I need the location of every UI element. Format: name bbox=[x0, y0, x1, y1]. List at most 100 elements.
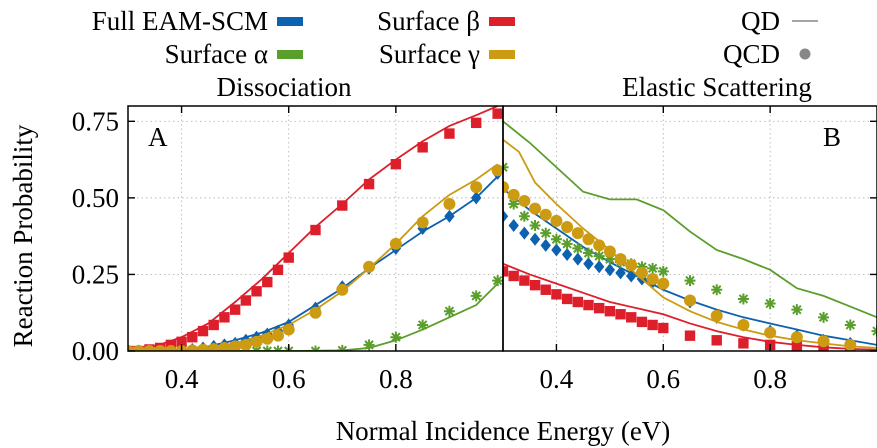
qcd-point-1-full-eam-scm-12 bbox=[626, 269, 637, 283]
qcd-point-1-surface-beta-7 bbox=[572, 296, 583, 308]
panel-label-a: A bbox=[148, 122, 168, 152]
y-tick-label-0: 0.00 bbox=[72, 336, 119, 366]
qcd-point-1-surface-gamma-4 bbox=[539, 208, 552, 221]
qcd-point-1-surface-beta-1 bbox=[508, 270, 519, 282]
qcd-point-1-surface-gamma-0 bbox=[503, 181, 509, 194]
panel-title-dissociation: Dissociation bbox=[217, 72, 352, 102]
qcd-point-0-surface-beta-8 bbox=[208, 319, 219, 331]
qcd-point-1-surface-gamma-8 bbox=[582, 233, 595, 246]
qcd-point-0-surface-alpha-23 bbox=[492, 275, 503, 287]
qcd-point-1-surface-beta-17 bbox=[711, 335, 722, 346]
qcd-point-1-surface-beta-14 bbox=[647, 319, 658, 331]
qcd-point-0-surface-beta-20 bbox=[417, 142, 428, 153]
qcd-point-0-surface-beta-18 bbox=[363, 178, 375, 190]
qcd-point-1-surface-alpha-20 bbox=[791, 304, 803, 316]
qcd-point-1-surface-alpha-14 bbox=[647, 262, 659, 274]
x-tick-label-1-0.4: 0.4 bbox=[540, 364, 574, 394]
legend-symbol-surface-alpha bbox=[277, 50, 303, 59]
y-tick-label-2: 0.50 bbox=[72, 183, 119, 213]
qcd-point-0-surface-gamma-1 bbox=[132, 345, 145, 351]
qcd-point-1-surface-beta-5 bbox=[551, 289, 562, 300]
legend-symbol-qcd bbox=[799, 48, 811, 60]
legend: Full EAM-SCM Surface α Surface β Surface… bbox=[92, 6, 818, 69]
qcd-point-0-surface-beta-17 bbox=[337, 200, 348, 211]
qcd-point-1-surface-alpha-18 bbox=[737, 293, 749, 305]
qcd-point-1-full-eam-scm-4 bbox=[540, 238, 551, 252]
series-layer bbox=[128, 106, 877, 351]
qcd-point-0-surface-gamma-18 bbox=[363, 260, 376, 273]
qcd-point-0-surface-beta-23 bbox=[492, 108, 503, 119]
qcd-point-1-surface-beta-2 bbox=[519, 275, 530, 286]
legend-label-full-eam-scm: Full EAM-SCM bbox=[92, 6, 268, 36]
qcd-point-0-surface-beta-13 bbox=[262, 276, 273, 288]
qcd-point-1-surface-alpha-3 bbox=[529, 219, 541, 231]
x-tick-label-0-0.8: 0.8 bbox=[379, 364, 413, 394]
qcd-point-1-surface-alpha-2 bbox=[518, 210, 530, 222]
qcd-point-0-surface-beta-9 bbox=[219, 312, 230, 323]
qcd-point-1-surface-gamma-9 bbox=[593, 239, 606, 252]
qcd-point-1-surface-alpha-22 bbox=[844, 319, 856, 331]
qcd-point-1-surface-gamma-5 bbox=[550, 214, 563, 227]
qcd-point-1-full-eam-scm-6 bbox=[561, 248, 573, 262]
qcd-point-1-surface-alpha-1 bbox=[508, 198, 520, 210]
qcd-point-1-surface-gamma-15 bbox=[657, 277, 670, 290]
qcd-point-1-surface-alpha-19 bbox=[764, 298, 776, 310]
qd-line-0-surface-alpha bbox=[128, 282, 499, 351]
qcd-point-0-surface-gamma-9 bbox=[218, 341, 231, 351]
qcd-point-0-surface-gamma-6 bbox=[186, 344, 199, 351]
qcd-point-1-surface-alpha-5 bbox=[550, 233, 562, 245]
qcd-point-0-surface-beta-11 bbox=[240, 295, 252, 306]
qcd-point-0-surface-gamma-23 bbox=[491, 164, 503, 177]
qcd-point-1-surface-beta-10 bbox=[604, 305, 616, 317]
qcd-point-0-surface-gamma-7 bbox=[197, 343, 209, 351]
legend-symbol-surface-gamma bbox=[489, 50, 515, 59]
qcd-point-1-surface-beta-6 bbox=[561, 293, 573, 305]
qcd-point-0-surface-beta-22 bbox=[471, 117, 482, 129]
qd-line-0-surface-gamma bbox=[128, 163, 499, 351]
qcd-point-1-surface-alpha-16 bbox=[684, 275, 696, 287]
qcd-point-0-surface-gamma-22 bbox=[470, 181, 483, 194]
legend-label-surface-alpha: Surface α bbox=[165, 39, 268, 69]
qcd-point-1-surface-gamma-6 bbox=[561, 220, 574, 233]
qcd-point-0-surface-gamma-11 bbox=[239, 338, 252, 351]
qcd-point-0-surface-beta-19 bbox=[390, 158, 402, 170]
qcd-point-1-surface-gamma-16 bbox=[684, 294, 696, 307]
qcd-point-0-surface-gamma-10 bbox=[229, 340, 242, 351]
qcd-point-0-surface-alpha-20 bbox=[417, 319, 429, 331]
qcd-point-1-surface-alpha-13 bbox=[636, 261, 648, 273]
qcd-point-1-surface-gamma-14 bbox=[646, 273, 659, 286]
qcd-point-0-surface-beta-16 bbox=[310, 224, 321, 236]
qcd-point-0-surface-beta-4 bbox=[165, 339, 177, 351]
qcd-point-1-surface-alpha-4 bbox=[540, 227, 552, 239]
qcd-point-0-full-eam-scm-22 bbox=[471, 191, 482, 205]
qcd-point-1-surface-gamma-13 bbox=[635, 266, 648, 279]
series-0-surface-gamma bbox=[128, 163, 503, 351]
legend-label-surface-beta: Surface β bbox=[377, 6, 480, 36]
qcd-point-1-full-eam-scm-3 bbox=[529, 232, 541, 246]
qcd-point-0-surface-beta-15 bbox=[283, 252, 294, 263]
qcd-point-1-surface-beta-15 bbox=[658, 322, 669, 334]
qcd-point-1-surface-gamma-10 bbox=[603, 245, 616, 258]
qcd-point-0-surface-gamma-15 bbox=[282, 323, 295, 336]
qcd-point-0-surface-gamma-0 bbox=[128, 345, 134, 351]
qcd-point-0-surface-beta-21 bbox=[444, 128, 455, 139]
qcd-point-1-surface-beta-4 bbox=[540, 284, 551, 295]
qcd-point-0-surface-gamma-13 bbox=[261, 332, 274, 345]
x-tick-label-1-0.6: 0.6 bbox=[646, 364, 680, 394]
qcd-point-0-surface-beta-7 bbox=[197, 325, 209, 337]
qcd-point-1-surface-beta-12 bbox=[626, 312, 637, 323]
legend-label-surface-gamma: Surface γ bbox=[379, 39, 480, 69]
series-0-full-eam-scm bbox=[128, 166, 503, 351]
qcd-point-0-surface-gamma-17 bbox=[336, 283, 349, 296]
qcd-point-1-surface-gamma-19 bbox=[764, 326, 777, 339]
panel-frame-1 bbox=[502, 105, 877, 352]
qcd-point-1-surface-alpha-7 bbox=[572, 242, 584, 254]
qcd-point-1-surface-alpha-21 bbox=[818, 311, 830, 323]
legend-label-qd: QD bbox=[741, 6, 780, 36]
y-axis-label: Reaction Probability bbox=[8, 124, 38, 347]
qcd-point-0-surface-gamma-19 bbox=[389, 237, 402, 250]
legend-symbol-surface-beta bbox=[489, 17, 515, 26]
legend-label-qcd: QCD bbox=[723, 39, 780, 69]
qcd-point-1-surface-alpha-17 bbox=[711, 284, 723, 296]
qcd-point-1-surface-gamma-12 bbox=[625, 259, 638, 272]
